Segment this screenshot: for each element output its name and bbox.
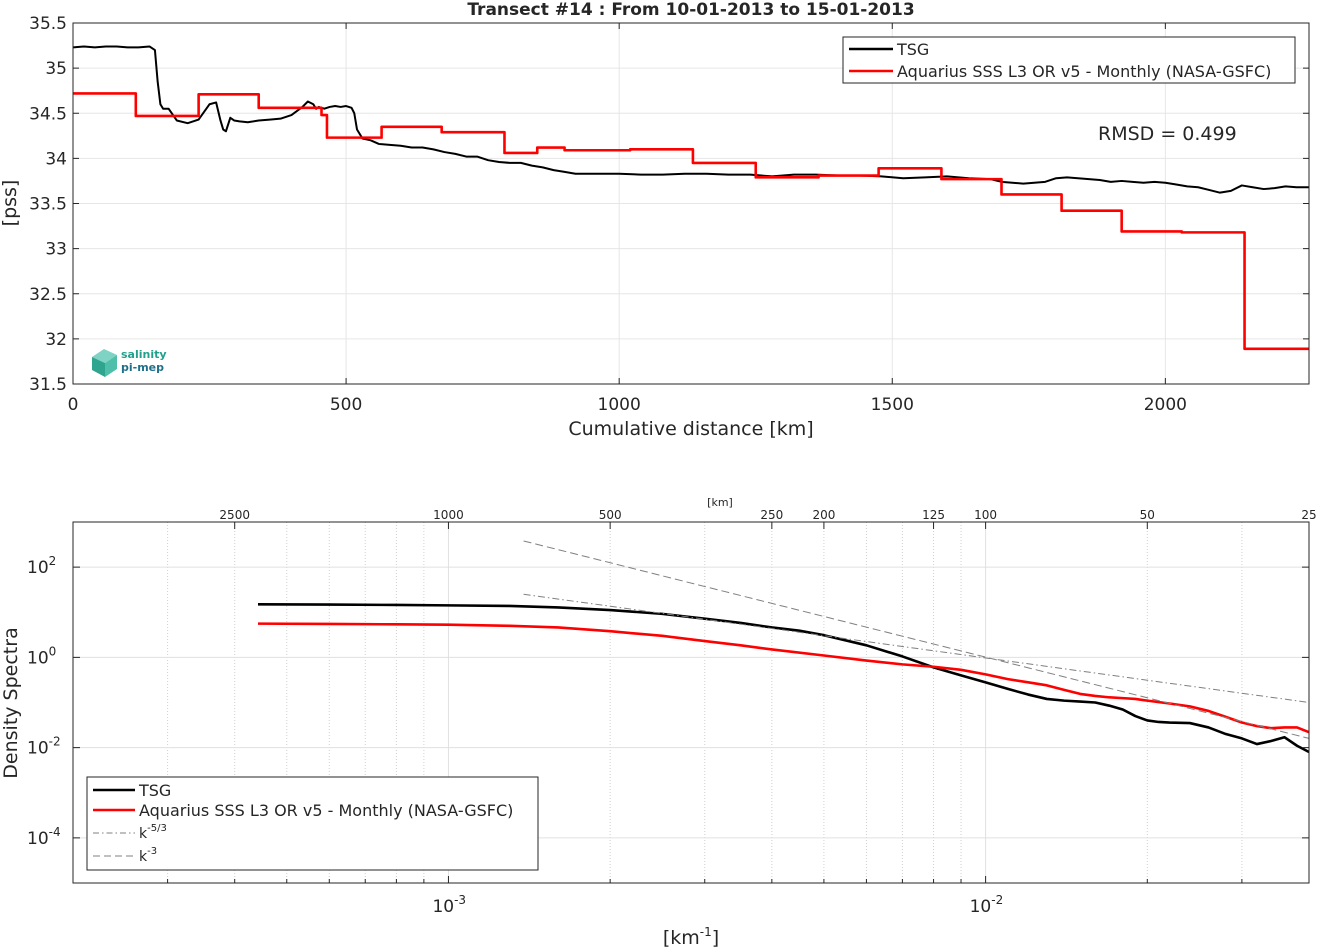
top-x-axis-label: Cumulative distance [km]: [568, 418, 813, 440]
bottom-plot-frame: [72, 521, 1310, 884]
bottom-series-k3-line: [523, 540, 1310, 739]
bottom-top-tick-label: 50: [1140, 508, 1155, 522]
bottom-legend-label-k53: k-5/3: [139, 823, 167, 842]
top-y-tick-label: 32: [45, 330, 67, 350]
top-y-tick-label: 34: [45, 149, 67, 169]
top-series-aquarius-line: [73, 92, 1309, 351]
bottom-legend-label-tsg: TSG: [138, 781, 171, 800]
bottom-top-tick-label: 250: [760, 508, 783, 522]
bottom-x-tick-label: 10-3: [432, 893, 466, 917]
bottom-top-tick-label: 100: [974, 508, 997, 522]
bottom-series-aquarius-line: [257, 622, 1310, 734]
bottom-x-tick-label: 10-2: [970, 893, 1004, 917]
top-x-tick-label: 1500: [871, 395, 914, 415]
bottom-chart-grid: [72, 522, 1310, 883]
bottom-top-tick-label: 125: [922, 508, 945, 522]
top-y-tick-label: 33: [45, 240, 67, 260]
salinity-pi-mep-logo: salinity pi-mep: [92, 348, 167, 377]
bottom-legend-label-aquarius: Aquarius SSS L3 OR v5 - Monthly (NASA-GS…: [139, 801, 513, 820]
logo-cube-icon: [92, 349, 117, 377]
density-spectra-chart: 10-3 10-2 10-4 10-2 100 102 2500 1000 500 250 20…: [0, 496, 1317, 948]
top-y-tick-label: 34.5: [29, 104, 67, 124]
logo-text-line1: salinity: [121, 348, 167, 361]
bottom-series-tsg-line: [257, 603, 1310, 754]
top-y-tick-label: 32.5: [29, 285, 67, 305]
salinity-transect-chart: Transect #14 : From 10-01-2013 to 15-01-…: [0, 0, 1310, 440]
top-y-tick-label: 31.5: [29, 375, 67, 395]
bottom-y-tick-label: 100: [27, 644, 56, 668]
bottom-top-tick-label: 1000: [433, 508, 464, 522]
bottom-chart-series: [257, 540, 1310, 754]
bottom-legend-label-k3: k-3: [139, 846, 157, 865]
bottom-top-tick-label: 25: [1301, 508, 1316, 522]
bottom-y-ticks: 10-4 10-2 100 102: [27, 554, 1309, 849]
top-x-tick-label: 1000: [598, 395, 641, 415]
top-y-ticks: 31.5 32 32.5 33 33.5 34 34.5 35 35.5: [29, 14, 1309, 395]
top-y-tick-label: 35: [45, 59, 67, 79]
top-y-tick-label: 33.5: [29, 195, 67, 215]
bottom-legend: TSG Aquarius SSS L3 OR v5 - Monthly (NAS…: [86, 776, 539, 871]
top-x-tick-label: 0: [68, 395, 79, 415]
top-legend-box: [842, 36, 1296, 84]
bottom-x-ticks: 10-3 10-2: [72, 876, 1310, 917]
rmsd-annotation: RMSD = 0.499: [1098, 123, 1237, 145]
top-y-tick-label: 35.5: [29, 14, 67, 34]
bottom-top-tick-label: 200: [812, 508, 835, 522]
bottom-top-tick-label: 2500: [219, 508, 250, 522]
top-x-tick-label: 500: [330, 395, 362, 415]
bottom-y-tick-label: 102: [27, 554, 56, 578]
top-legend-label-tsg: TSG: [896, 40, 929, 59]
bottom-series-k53-line: [523, 593, 1310, 703]
top-legend-label-aquarius: Aquarius SSS L3 OR v5 - Monthly (NASA-GS…: [897, 62, 1271, 81]
chart-title: Transect #14 : From 10-01-2013 to 15-01-…: [467, 0, 914, 20]
top-x-ticks: 0 500 1000 1500 2000: [68, 23, 1187, 415]
bottom-y-tick-label: 10-2: [27, 735, 61, 759]
logo-text-line2: pi-mep: [121, 361, 164, 374]
top-chart-series: [72, 45, 1309, 351]
top-legend: TSG Aquarius SSS L3 OR v5 - Monthly (NAS…: [842, 36, 1296, 84]
top-series-tsg-line: [72, 45, 1309, 194]
bottom-top-km-ticks: 2500 1000 500 250 200 125 100 50 25: [219, 508, 1317, 529]
top-x-tick-label: 2000: [1144, 395, 1187, 415]
bottom-y-tick-label: 10-4: [27, 825, 61, 849]
bottom-top-tick-label: 500: [599, 508, 622, 522]
top-y-axis-label: [pss]: [0, 180, 21, 227]
bottom-y-axis-label: Density Spectra: [0, 627, 22, 778]
bottom-top-axis-label: [km]: [707, 496, 733, 509]
bottom-legend-box: [86, 776, 539, 871]
